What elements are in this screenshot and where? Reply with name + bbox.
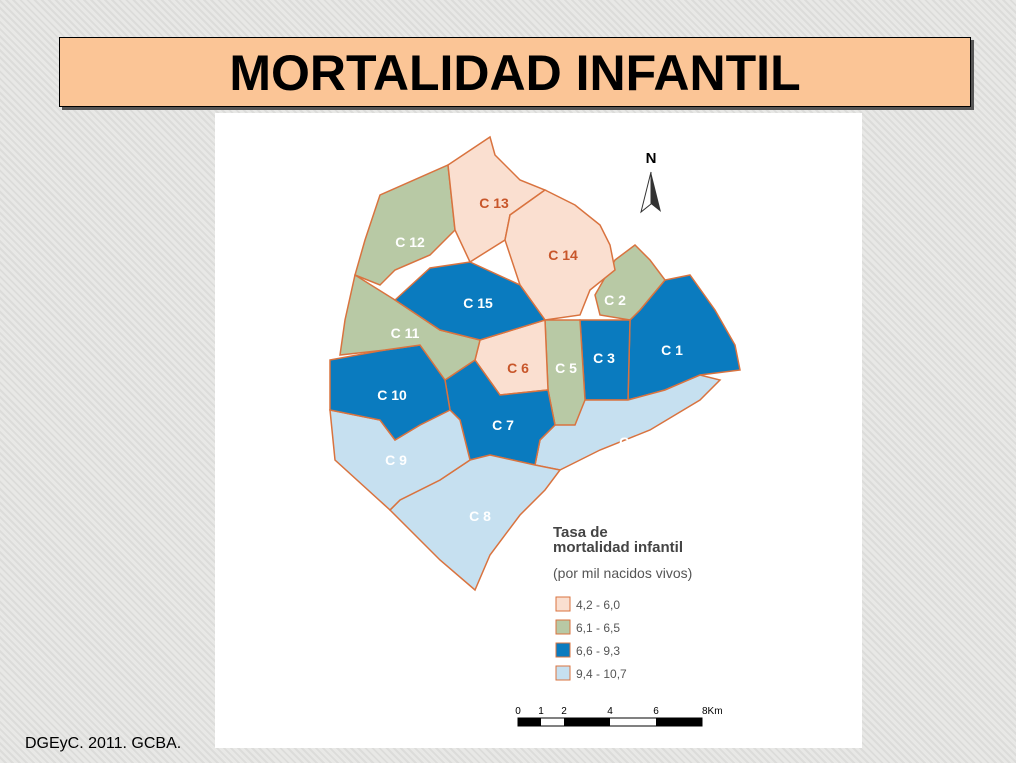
commune-label: C 9 bbox=[385, 452, 407, 468]
legend-swatch bbox=[555, 596, 571, 612]
commune-label: C 11 bbox=[391, 325, 420, 341]
commune-label: C 6 bbox=[507, 360, 529, 376]
commune-label: C 1 bbox=[661, 342, 683, 358]
source: DGEyC. 2011. GCBA. bbox=[25, 735, 182, 752]
scale-label: 2 bbox=[561, 706, 567, 717]
commune-label: C 8 bbox=[469, 508, 491, 524]
commune-label: C 7 bbox=[492, 417, 514, 433]
scale-segment bbox=[518, 718, 541, 726]
legend-label: 6,1 - 6,5 bbox=[576, 621, 620, 635]
commune-label: C 4 bbox=[619, 434, 641, 450]
north-label: N bbox=[646, 150, 657, 167]
scale-segment bbox=[656, 718, 702, 726]
commune-label: C 3 bbox=[593, 350, 615, 366]
scale-label: 8Km bbox=[702, 706, 723, 717]
legend-swatch bbox=[555, 619, 571, 635]
scale-label: 4 bbox=[607, 706, 613, 717]
commune-label: C 13 bbox=[479, 195, 509, 211]
legend-title: Tasa de bbox=[553, 524, 608, 541]
legend-subtitle: (por mil nacidos vivos) bbox=[553, 565, 692, 581]
commune-label: C 12 bbox=[395, 234, 425, 250]
commune-label: C 10 bbox=[377, 387, 407, 403]
scale-bar: 0 1 2 4 6 8Km bbox=[515, 706, 723, 727]
north-arrow bbox=[651, 172, 661, 212]
communes: C 1 C 2 C 3 C 4 C 5 C 6 C 7 C 8 C 9 C 10 C 11 C 12 C… bbox=[329, 135, 741, 592]
scale-label: 0 bbox=[515, 706, 521, 717]
commune-label: C 15 bbox=[463, 295, 493, 311]
scale-label: 6 bbox=[653, 706, 659, 717]
legend-label: 9,4 - 10,7 bbox=[576, 667, 627, 681]
commune bbox=[594, 244, 666, 321]
legend-title: mortalidad infantil bbox=[553, 539, 683, 556]
title: MORTALIDAD INFANTIL bbox=[59, 37, 971, 107]
commune bbox=[393, 261, 547, 341]
commune-label: C 5 bbox=[555, 360, 577, 376]
legend-label: 4,2 - 6,0 bbox=[576, 598, 620, 612]
commune bbox=[504, 189, 616, 321]
scale-label: 1 bbox=[538, 706, 544, 717]
legend-swatch bbox=[555, 642, 571, 658]
commune-label: C 14 bbox=[548, 247, 578, 263]
legend-swatch bbox=[555, 665, 571, 681]
commune-label: C 2 bbox=[604, 292, 626, 308]
legend-label: 6,6 - 9,3 bbox=[576, 644, 620, 658]
scale-segment bbox=[564, 718, 610, 726]
